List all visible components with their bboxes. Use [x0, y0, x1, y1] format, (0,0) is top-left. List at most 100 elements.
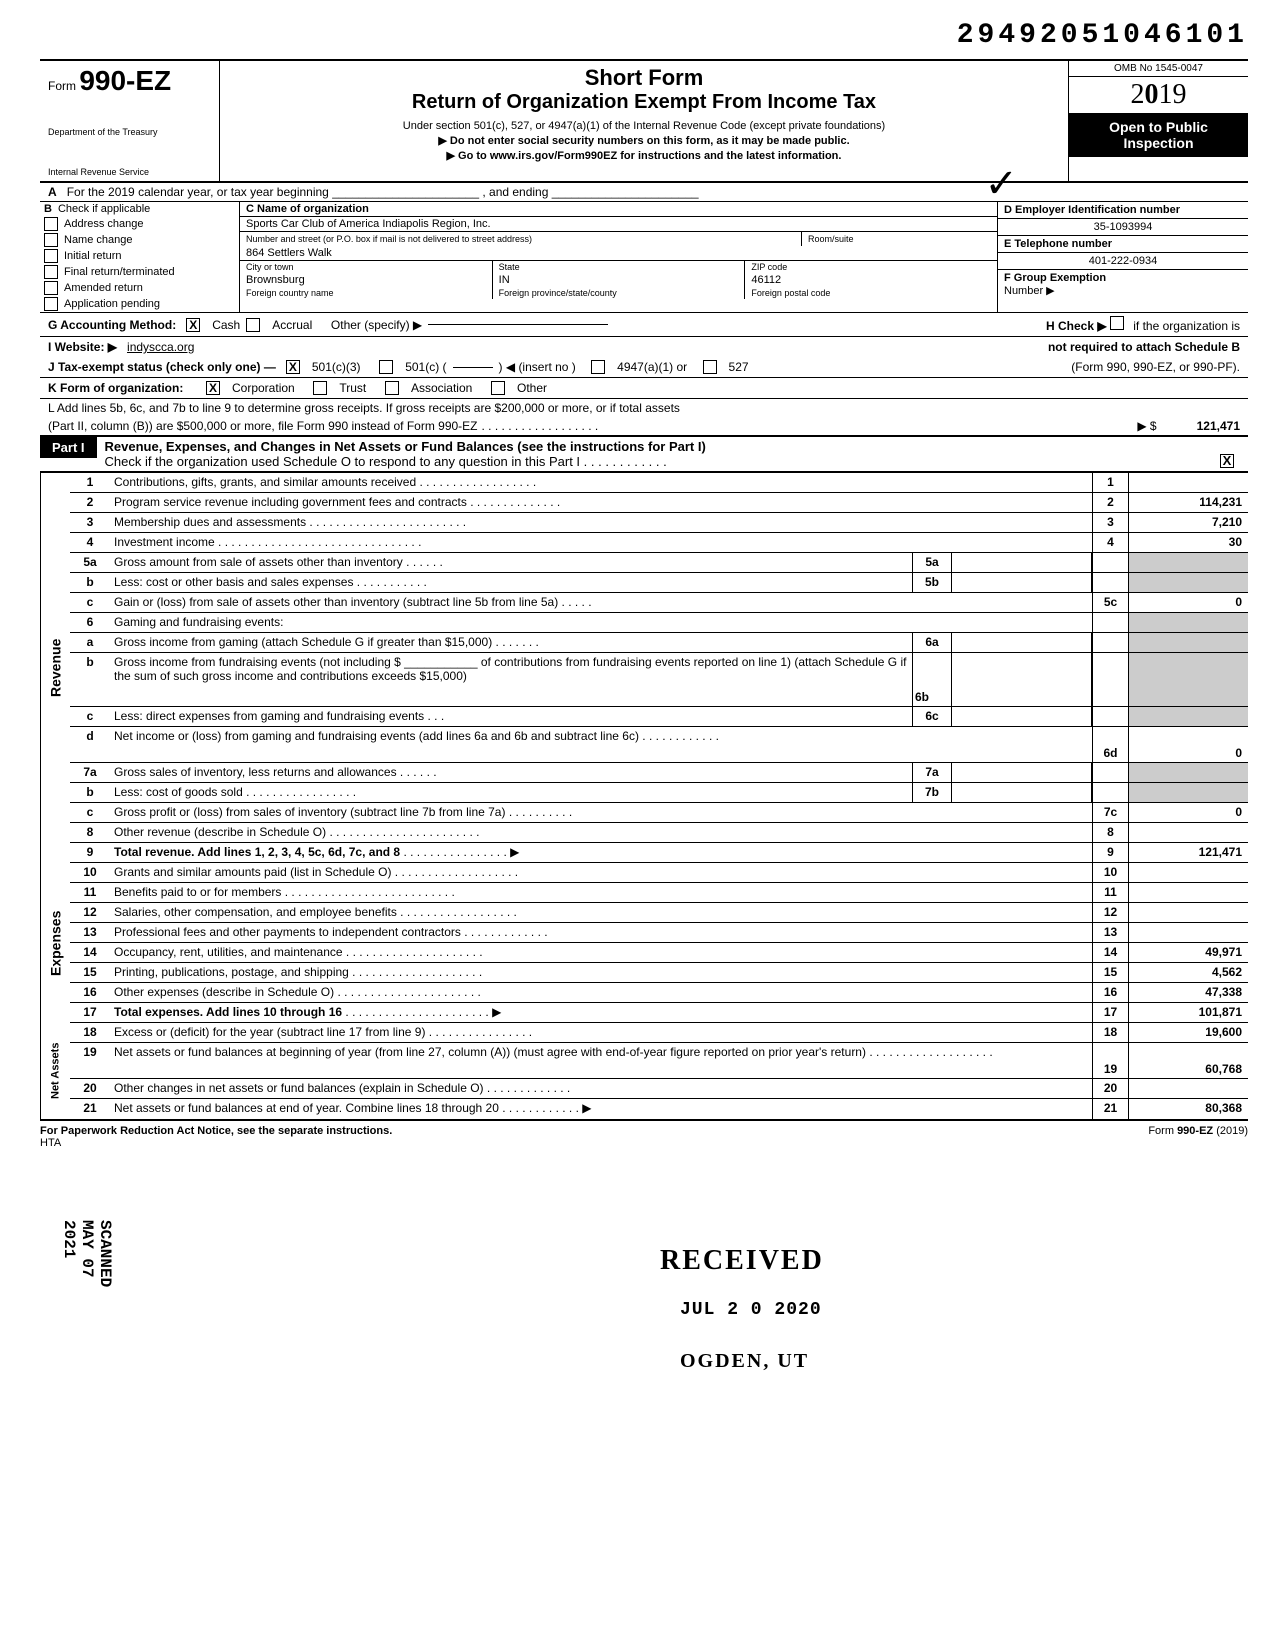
- name-label: C Name of organization: [246, 203, 369, 215]
- l5b-rnum: [1092, 573, 1128, 592]
- stamp-scanned: SCANNED MAY 07 2021: [60, 1220, 114, 1287]
- side-label-expenses: Expenses: [40, 863, 70, 1023]
- open-public-1: Open to Public: [1073, 119, 1244, 135]
- l12-desc: Salaries, other compensation, and employ…: [114, 905, 397, 919]
- cb-501c3[interactable]: X: [286, 360, 300, 374]
- cb-corp[interactable]: X: [206, 381, 220, 395]
- l6a-rnum: [1092, 633, 1128, 652]
- l21-num: 21: [70, 1099, 110, 1119]
- l12-rval: [1128, 903, 1248, 922]
- l7b-rval: [1128, 783, 1248, 802]
- open-public-2: Inspection: [1073, 135, 1244, 151]
- col-b-header: Check if applicable: [58, 203, 150, 215]
- l17-num: 17: [70, 1003, 110, 1022]
- cb-final-return[interactable]: [44, 265, 58, 279]
- l7b-mv: [952, 783, 1092, 802]
- l6b-rnum: [1092, 653, 1128, 706]
- row-l-2: (Part II, column (B)) are $500,000 or mo…: [40, 417, 1248, 436]
- lbl-trust: Trust: [339, 381, 366, 395]
- lbl-corp: Corporation: [232, 381, 295, 395]
- cb-part1-schedule-o[interactable]: X: [1220, 454, 1234, 468]
- l20-rnum: 20: [1092, 1079, 1128, 1098]
- cb-assoc[interactable]: [385, 381, 399, 395]
- l2-rval: 114,231: [1128, 493, 1248, 512]
- l5b-rval: [1128, 573, 1248, 592]
- l6a-desc: Gross income from gaming (attach Schedul…: [114, 635, 492, 649]
- stamp-ogden: OGDEN, UT: [680, 1350, 809, 1373]
- cb-initial-return[interactable]: [44, 249, 58, 263]
- row-l-text1: L Add lines 5b, 6c, and 7b to line 9 to …: [48, 401, 680, 415]
- l5c-num: c: [70, 593, 110, 612]
- l15-desc: Printing, publications, postage, and shi…: [114, 965, 349, 979]
- part1-label: Part I: [40, 437, 97, 458]
- l10-rnum: 10: [1092, 863, 1128, 882]
- l1-num: 1: [70, 473, 110, 492]
- stamp-received: RECEIVED: [660, 1245, 824, 1277]
- l11-desc: Benefits paid to or for members: [114, 885, 281, 899]
- col-b-checkboxes: BCheck if applicable Address change Name…: [40, 202, 240, 312]
- expenses-section: Expenses 10Grants and similar amounts pa…: [40, 863, 1248, 1023]
- cb-address-change[interactable]: [44, 217, 58, 231]
- title-box: Short Form Return of Organization Exempt…: [220, 61, 1068, 181]
- other-method-field[interactable]: [428, 324, 608, 325]
- title-line2: Return of Organization Exempt From Incom…: [230, 91, 1058, 114]
- row-k-label: K Form of organization:: [48, 381, 183, 395]
- l9-rnum: 9: [1092, 843, 1128, 862]
- cb-527[interactable]: [703, 360, 717, 374]
- zip-label: ZIP code: [745, 261, 997, 273]
- l5b-mv: [952, 573, 1092, 592]
- l6a-num: a: [70, 633, 110, 652]
- lbl-other-org: Other: [517, 381, 547, 395]
- h-text1: if the organization is: [1133, 319, 1240, 333]
- l6c-num: c: [70, 707, 110, 726]
- l10-num: 10: [70, 863, 110, 882]
- street-val: 864 Settlers Walk: [240, 246, 997, 261]
- l6b-mv: [952, 653, 1092, 706]
- cb-app-pending[interactable]: [44, 297, 58, 311]
- l6d-rval: 0: [1128, 727, 1248, 762]
- 501c-insert[interactable]: [453, 367, 493, 368]
- stamp-date: JUL 2 0 2020: [680, 1300, 822, 1320]
- form-header: Form 990-EZ Department of the Treasury I…: [40, 59, 1248, 183]
- cb-other-org[interactable]: [491, 381, 505, 395]
- cb-amended[interactable]: [44, 281, 58, 295]
- lbl-527: 527: [729, 360, 749, 374]
- l6-rval: [1128, 613, 1248, 632]
- cb-trust[interactable]: [313, 381, 327, 395]
- l20-rval: [1128, 1079, 1248, 1098]
- l18-rval: 19,600: [1128, 1023, 1248, 1042]
- meta-rows: G Accounting Method: XCash Accrual Other…: [40, 313, 1248, 399]
- l7b-desc: Less: cost of goods sold: [114, 785, 243, 799]
- l14-rval: 49,971: [1128, 943, 1248, 962]
- tel-val: 401-222-0934: [998, 253, 1248, 270]
- l6a-mn: 6a: [912, 633, 952, 652]
- l6c-rval: [1128, 707, 1248, 726]
- city-val: Brownsburg: [240, 273, 493, 287]
- row-l-val: 121,471: [1197, 419, 1240, 433]
- part1-check-text: Check if the organization used Schedule …: [105, 454, 581, 469]
- lbl-4947: 4947(a)(1) or: [617, 360, 687, 374]
- side-label-net: Net Assets: [40, 1023, 70, 1119]
- form-number: 990-EZ: [79, 65, 171, 96]
- l11-num: 11: [70, 883, 110, 902]
- l5c-desc: Gain or (loss) from sale of assets other…: [114, 595, 558, 609]
- l3-desc: Membership dues and assessments: [114, 515, 306, 529]
- cb-h[interactable]: [1110, 316, 1124, 330]
- cb-501c[interactable]: [379, 360, 393, 374]
- lbl-cash: Cash: [212, 318, 240, 332]
- l6c-rnum: [1092, 707, 1128, 726]
- l6a-mv: [952, 633, 1092, 652]
- l2-num: 2: [70, 493, 110, 512]
- l14-desc: Occupancy, rent, utilities, and maintena…: [114, 945, 343, 959]
- cb-accrual[interactable]: [246, 318, 260, 332]
- footer-left: For Paperwork Reduction Act Notice, see …: [40, 1125, 392, 1137]
- l13-rval: [1128, 923, 1248, 942]
- cb-4947[interactable]: [591, 360, 605, 374]
- l15-num: 15: [70, 963, 110, 982]
- cb-name-change[interactable]: [44, 233, 58, 247]
- year-box: OMB No 1545-0047 20201919 Open to Public…: [1068, 61, 1248, 181]
- l21-rval: 80,368: [1128, 1099, 1248, 1119]
- l8-rval: [1128, 823, 1248, 842]
- cb-cash[interactable]: X: [186, 318, 200, 332]
- lbl-501c3: 501(c)(3): [312, 360, 361, 374]
